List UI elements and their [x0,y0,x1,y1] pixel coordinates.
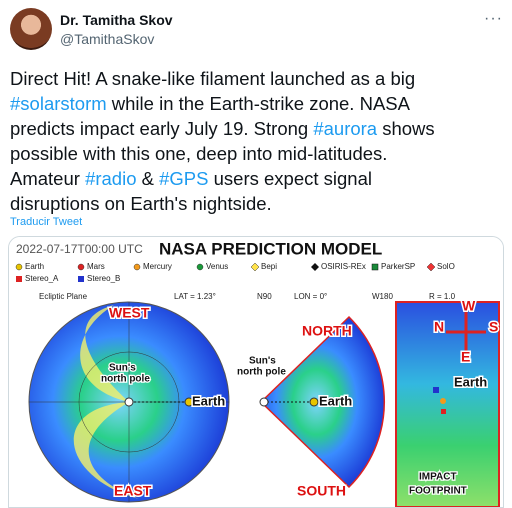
hashtag[interactable]: #GPS [159,168,209,189]
text: possible with this one, deep into mid-la… [10,143,388,164]
translate-link[interactable]: Traducir Tweet [10,216,83,228]
legend-label: Mars [87,262,105,271]
author-name[interactable]: Dr. Tamitha Skov [60,12,173,28]
text: while in the Earth-strike zone. NASA [106,93,410,114]
image-time: 2022-07-17T00:00 UTC [16,242,143,256]
earth-label: Earth [454,374,487,389]
footprint-panel: W N S E Earth IMPACT FOOTPRINT [395,296,500,507]
tweet-line: possible with this one, deep into mid-la… [10,141,435,166]
panel-label: W180 [372,292,393,301]
tweet-line: Amateur #radio & #GPS users expect signa… [10,166,435,191]
footprint-label: FOOTPRINT [409,486,467,497]
footprint-label: IMPACT [419,472,457,483]
text: shows [377,118,435,139]
hashtag[interactable]: #aurora [313,118,378,139]
legend-label: Bepi [261,262,277,271]
pole-label: north pole [237,367,286,378]
text: & [136,168,160,189]
legend: Earth Mars Mercury Venus Bepi OSIRIS-REx… [15,262,455,283]
tweet-text: Direct Hit! A snake-like filament launch… [10,66,435,216]
ecliptic-panel: WEST EAST Sun's north pole Earth [28,301,230,503]
image-graphic: 2022-07-17T00:00 UTC NASA PREDICTION MOD… [9,237,503,507]
legend-label: Mercury [143,262,172,271]
legend-label: Venus [206,262,228,271]
author-handle[interactable]: @TamithaSkov [60,31,155,47]
pole-label: Sun's [249,356,276,367]
pole-label: north pole [101,374,150,385]
earth-label: Earth [192,393,225,408]
compass-label: S [489,319,498,335]
legend-label: ParkerSP [381,262,415,271]
panel-label: LAT = 1.23° [174,292,216,301]
tweet-line: disruptions on Earth's nightside. [10,191,435,216]
tweet-line: #solarstorm while in the Earth-strike zo… [10,91,435,116]
compass-label: N [434,319,444,335]
direction-label: NORTH [302,323,352,339]
meridional-panel: NORTH SOUTH Sun's north pole Earth [236,315,385,500]
direction-label: EAST [114,483,152,499]
more-button[interactable]: ··· [484,10,503,27]
compass-label: W [462,298,476,314]
text: disruptions on Earth's nightside. [10,193,272,214]
direction-label: WEST [109,305,150,321]
text: Direct Hit! A snake-like filament launch… [10,68,416,89]
hashtag[interactable]: #solarstorm [10,93,107,114]
compass-label: E [461,349,470,365]
panel-label: LON = 0° [294,292,327,301]
tweet-line: predicts impact early July 19. Strong #a… [10,116,435,141]
direction-label: SOUTH [297,483,346,499]
text: Amateur [10,168,86,189]
legend-label: Earth [25,262,44,271]
legend-label: SolO [437,262,455,271]
image-title: NASA PREDICTION MODEL [159,239,382,258]
panel-label: N90 [257,292,272,301]
earth-label: Earth [319,393,352,408]
panel-label: Ecliptic Plane [39,292,88,301]
tweet-line: Direct Hit! A snake-like filament launch… [10,66,435,91]
panel-label: R = 1.0 [429,292,456,301]
legend-label: Stereo_A [25,274,59,283]
hashtag[interactable]: #radio [85,168,137,189]
pole-label: Sun's [109,363,136,374]
legend-label: Stereo_B [87,274,120,283]
avatar[interactable] [10,8,52,50]
tweet-image[interactable]: 2022-07-17T00:00 UTC NASA PREDICTION MOD… [8,236,504,508]
text: users expect signal [208,168,372,189]
text: predicts impact early July 19. Strong [10,118,314,139]
legend-label: OSIRIS-REx [321,262,366,271]
